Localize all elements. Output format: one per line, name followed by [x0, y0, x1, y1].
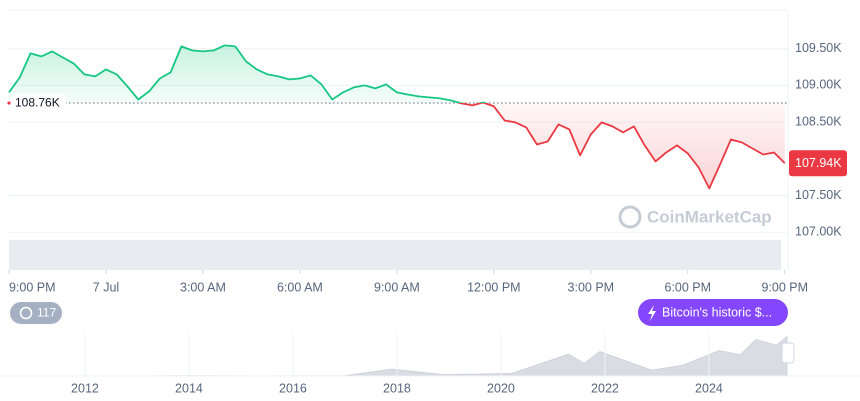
navigator-handle[interactable]	[781, 342, 795, 364]
badge-text: 117	[37, 306, 56, 320]
x-tick-label: 9:00 PM	[761, 280, 808, 294]
last-price-bg	[789, 150, 847, 177]
price-line	[8, 44, 786, 190]
x-tick-label: 3:00 AM	[180, 280, 226, 294]
news-icon	[648, 305, 656, 321]
watermark-text: CoinMarketCap	[647, 207, 772, 226]
baseline-label: 108.76K	[15, 96, 60, 110]
baseline-label-bg	[11, 94, 66, 113]
navigator-area	[12, 335, 788, 377]
last-price-label: 107.94K	[795, 156, 842, 170]
x-tick-label: 12:00 PM	[467, 280, 521, 294]
baseline-dot	[7, 101, 11, 105]
news-pill[interactable]	[638, 299, 788, 326]
navigator-year: 2020	[487, 381, 515, 395]
y-tick-label: 107.00K	[795, 225, 842, 239]
x-tick-label: 6:00 PM	[665, 280, 712, 294]
navigator-year: 2012	[71, 381, 99, 395]
navigator-year: 2014	[175, 381, 203, 395]
navigator-year: 2016	[279, 381, 307, 395]
watermark: CoinMarketCap	[618, 205, 772, 229]
y-tick-label: 109.50K	[795, 41, 842, 55]
badge-icon	[19, 306, 33, 320]
x-tick-label: 9:00 AM	[374, 280, 420, 294]
x-tick-label: 3:00 PM	[568, 280, 615, 294]
x-tick-label: 7 Jul	[93, 280, 119, 294]
navigator-year: 2022	[591, 381, 619, 395]
area	[9, 45, 785, 189]
news-text: Bitcoin's historic $...	[662, 305, 772, 319]
x-tick-label: 6:00 AM	[277, 280, 323, 294]
y-tick-label: 109.00K	[795, 78, 842, 92]
y-tick-label: 108.50K	[795, 114, 842, 128]
volume-band	[9, 240, 781, 270]
y-tick-label: 107.50K	[795, 188, 842, 202]
navigator-year: 2024	[695, 381, 723, 395]
navigator-year: 2018	[383, 381, 411, 395]
x-tick-label: 9:00 PM	[9, 280, 56, 294]
watermark-icon	[618, 205, 642, 229]
